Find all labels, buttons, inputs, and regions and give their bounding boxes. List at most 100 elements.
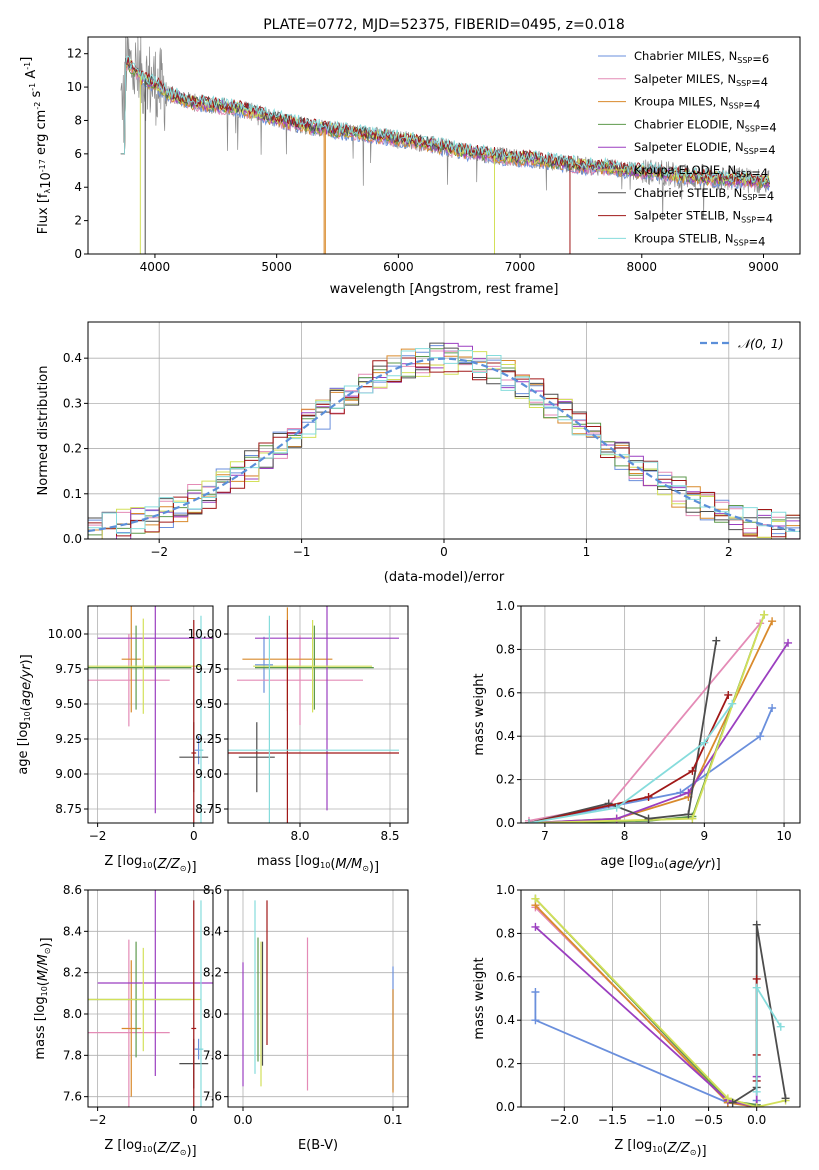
x-axis-label-part: ( (152, 1141, 157, 1156)
x-axis-label: E(B-V) (298, 1138, 338, 1153)
y-tick-label: 9.50 (195, 697, 222, 711)
mass-weight-marker (728, 699, 737, 708)
y-tick-label: 0.6 (496, 970, 515, 984)
mass-weight-marker (768, 617, 777, 626)
y-axis-label-part: mass [log (33, 996, 48, 1059)
legend-entry-part: Kroupa MILES, N (634, 95, 729, 109)
mass-weight-marker (752, 974, 761, 983)
y-tick-label: 0.3 (63, 396, 82, 410)
y-tick-label: 10 (67, 80, 82, 94)
x-tick-label: 5000 (261, 260, 292, 274)
legend-entry-part: SSP (729, 102, 744, 111)
x-tick-label: 0 (440, 545, 448, 559)
legend-entry-part: SSP (742, 193, 757, 202)
x-tick-label: 8 (621, 829, 629, 843)
y-tick-label: 10.00 (188, 627, 222, 641)
x-tick-label: 9 (701, 829, 709, 843)
mass-weight-marker (728, 1098, 737, 1107)
mass-weight-line (528, 707, 773, 823)
x-tick-label: 0.0 (233, 1113, 252, 1127)
legend-entry-part: Kroupa ELODIE, N (634, 163, 736, 177)
y-axis-label-part: age/yr (19, 663, 34, 706)
mass-weight-marker (688, 766, 697, 775)
y-tick-label: 7.6 (203, 1090, 222, 1104)
y-tick-label: 0.4 (63, 351, 82, 365)
x-tick-label: −0.5 (694, 1113, 723, 1127)
x-tick-label: −1.0 (646, 1113, 675, 1127)
model-spectrum-line (120, 55, 770, 185)
y-tick-label: 0.8 (496, 642, 515, 656)
mass-weight-marker (712, 636, 721, 645)
y-tick-label: 9.00 (195, 767, 222, 781)
mass-weight-marker (752, 983, 761, 992)
legend-entry-part: =6 (752, 52, 769, 66)
panel-residuals: −2 −1 0 1 2 0.0 0.1 0.2 0.3 0.4 𝒩(0, 1) (data-model… (36, 321, 801, 585)
x-axis-label-part: mass [log (257, 854, 320, 869)
histogram-step-line (88, 342, 800, 539)
plot-area (120, 37, 771, 254)
mass-weight-line (534, 898, 786, 1107)
mass-weight-line (528, 614, 765, 823)
x-tick-label: 0 (190, 1113, 198, 1127)
x-axis-label-part: ⊙ (180, 1148, 187, 1157)
y-tick-label: 8.2 (203, 966, 222, 980)
x-axis-label-part: ( (662, 1141, 667, 1156)
y-tick-label: 8.2 (63, 966, 82, 980)
x-tick-label: 0.1 (383, 1113, 402, 1127)
axes-frame (227, 889, 409, 1108)
y-axis-label-part: Flux [f (36, 193, 51, 234)
axes-frame (87, 889, 214, 1108)
legend-entry-part: Chabrier ELODIE, N (634, 117, 745, 131)
y-axis-label-part: ] (19, 57, 34, 62)
legend-entry-part: Chabrier STELIB, N (634, 186, 742, 200)
y-axis-label: age [log10(age/yr)] (16, 654, 34, 774)
y-tick-label: 9.50 (55, 697, 82, 711)
x-tick-label: −2 (89, 1113, 107, 1127)
mass-weight-line (528, 614, 765, 823)
mass-weight-line (528, 703, 733, 823)
legend-entry: Kroupa STELIB, NSSP=4 (634, 231, 765, 248)
y-axis-label-part: 10 (23, 711, 32, 721)
x-axis-label-part: 10 (142, 1145, 152, 1154)
x-axis-label: mass [log10(M/M⊙)] (257, 854, 379, 875)
y-axis-label: mass weight (472, 957, 487, 1039)
plot-area (228, 606, 408, 823)
y-tick-label: 7.8 (203, 1048, 222, 1062)
mass-weight-line (528, 642, 789, 823)
gaussian-curve (88, 357, 800, 533)
y-tick-label: 6 (74, 147, 82, 161)
x-tick-label: 0.0 (747, 1113, 766, 1127)
y-tick-label: 7.6 (63, 1090, 82, 1104)
legend-entry-part: =4 (756, 212, 773, 226)
x-tick-label: −2 (150, 545, 168, 559)
x-axis-label-part: Z/Z (157, 1141, 181, 1156)
x-tick-label: −2 (89, 829, 107, 843)
x-axis-label: age [log10(age/yr)] (600, 854, 720, 872)
mass-weight-marker (723, 1094, 732, 1103)
y-tick-label: 0.4 (496, 1013, 515, 1027)
mass-weight-marker (684, 810, 693, 819)
y-axis-label-part: )] (19, 654, 34, 664)
y-tick-label: 1.0 (496, 599, 515, 613)
x-tick-label: 8000 (627, 260, 658, 274)
x-axis-label: (data-model)/error (384, 570, 505, 585)
mass-weight-marker (644, 792, 653, 801)
legend-entry: Chabrier STELIB, NSSP=4 (634, 186, 774, 203)
legend-entry-part: =4 (759, 143, 776, 157)
y-tick-label: 8.4 (203, 924, 222, 938)
y-axis-label: Normed distribution (36, 366, 51, 496)
legend-entry-part: Kroupa STELIB, N (634, 231, 734, 245)
mass-weight-marker (752, 920, 761, 929)
mass-weight-line (534, 992, 758, 1106)
x-tick-label: −2.0 (550, 1113, 579, 1127)
mass-weight-marker (776, 1022, 785, 1031)
x-axis-label: Z [log10(Z/Z⊙)] (104, 1138, 196, 1159)
y-axis-label-part: -1 (28, 83, 37, 91)
x-axis-label-part: )] (696, 1144, 706, 1159)
x-axis-label-part: ( (330, 857, 335, 872)
legend-entry: Kroupa MILES, NSSP=4 (634, 95, 760, 112)
x-axis-label-part: 10 (142, 861, 152, 870)
mass-weight-marker (752, 1103, 761, 1107)
x-axis-label-part: Z/Z (667, 1141, 691, 1156)
